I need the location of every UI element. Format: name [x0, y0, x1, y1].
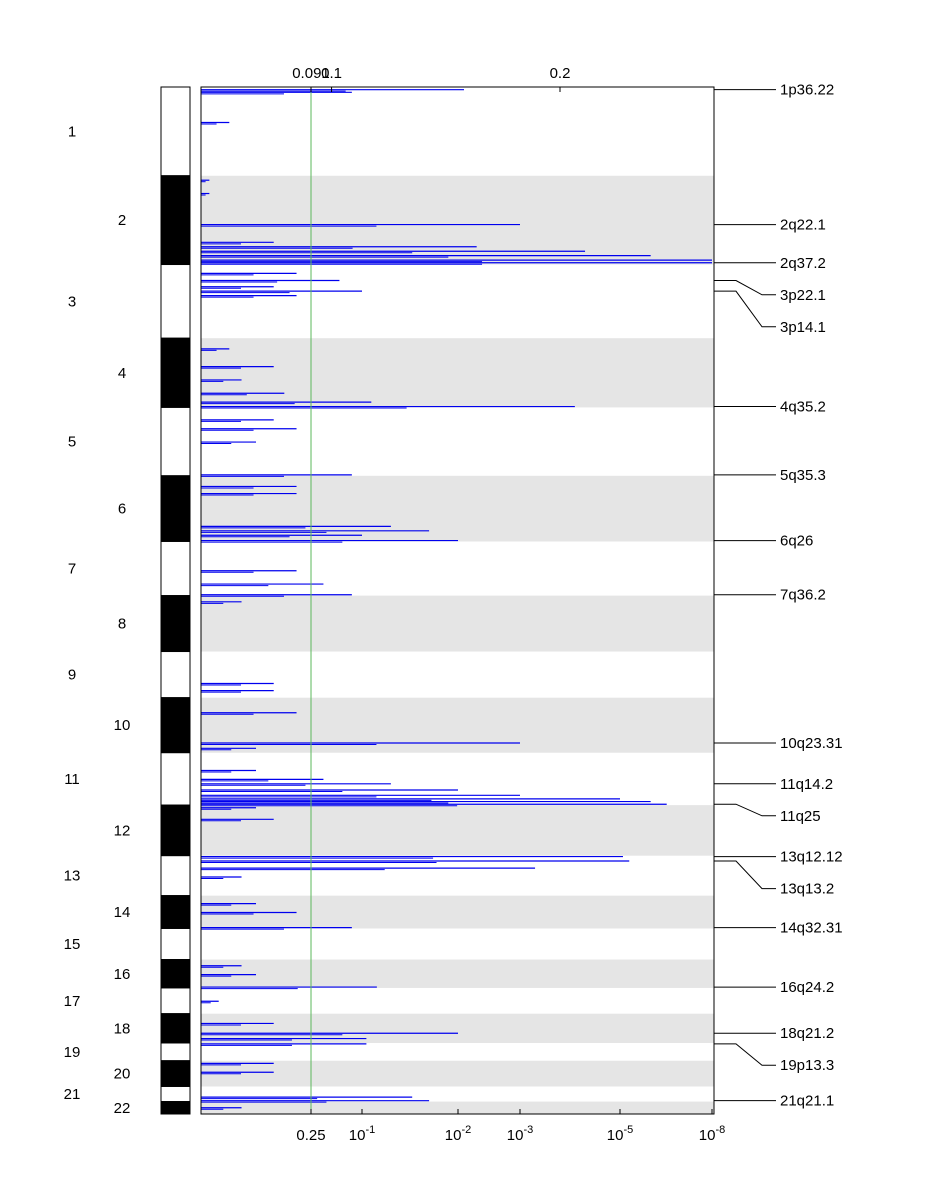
chromosome-band: [201, 1101, 714, 1114]
chromosome-label: 2: [118, 212, 126, 229]
chromosome-label: 11: [64, 771, 80, 788]
tick-exponent: -1: [365, 1124, 375, 1136]
ideogram-segment: [160, 540, 191, 597]
chromosome-label: 10: [114, 717, 131, 734]
chromosome-band: [201, 175, 714, 265]
tick-exponent: -2: [461, 1124, 471, 1136]
qvalue-profile: [201, 89, 712, 1110]
chromosome-label: 22: [114, 1100, 131, 1117]
peak-leader-line: [714, 280, 776, 296]
ideogram-segment: [160, 264, 191, 339]
chromosome-band: [201, 1060, 714, 1087]
ideogram-segment: [160, 1085, 191, 1103]
top-tick-label: 0.1: [321, 65, 342, 82]
chromosome-label: 21: [64, 1086, 81, 1103]
peak-label: 11q14.2: [780, 776, 833, 793]
peak-label: 18q21.2: [780, 1025, 834, 1042]
tick-exponent: -5: [623, 1124, 633, 1136]
tick-exponent: -8: [715, 1124, 725, 1136]
ideogram-segment: [160, 804, 191, 857]
top-tick-label: 0.091: [292, 65, 330, 82]
peak-label: 3p22.1: [780, 287, 826, 304]
chromosome-label: 3: [68, 293, 76, 310]
ideogram-segment: [160, 855, 191, 897]
peak-leader-line: [714, 860, 776, 890]
chromosome-label: 13: [64, 868, 81, 885]
peak-label: 2q22.1: [780, 217, 826, 234]
peak-label: 3p14.1: [780, 319, 826, 336]
chromosome-band: [201, 805, 714, 856]
ideogram-segment: [160, 895, 191, 929]
ideogram-segment: [160, 927, 191, 961]
ideogram-segment: [160, 697, 191, 754]
peak-label: 13q12.12: [780, 849, 843, 866]
chromosome-label: 19: [64, 1044, 81, 1061]
chromosome-label: 6: [118, 501, 126, 518]
peak-leader-line: [714, 1043, 776, 1066]
peak-label: 5q35.3: [780, 467, 826, 484]
chromosome-band: [201, 595, 714, 652]
bottom-tick-label: 10-3: [507, 1124, 533, 1144]
chromosome-bands: [201, 175, 714, 1114]
peak-label: 16q24.2: [780, 979, 834, 996]
ideogram-segment: [160, 1101, 191, 1115]
peak-label: 6q26: [780, 533, 813, 550]
chromosome-label: 8: [118, 616, 126, 633]
bottom-tick-label: 0.25: [296, 1127, 325, 1144]
chromosome-label: 1: [68, 123, 76, 140]
peak-label: 4q35.2: [780, 399, 826, 416]
ideogram-segment: [160, 959, 191, 989]
ideogram-segment: [160, 475, 191, 542]
ideogram-segment: [160, 406, 191, 477]
top-tick-label: 0.2: [550, 65, 571, 82]
ideogram-segment: [160, 1013, 191, 1044]
peak-label: 2q37.2: [780, 255, 826, 272]
chromosome-band: [201, 338, 714, 408]
chromosome-label: 9: [68, 667, 76, 684]
peak-label: 7q36.2: [780, 587, 826, 604]
ideogram-segment: [160, 175, 191, 266]
peak-leader-line: [714, 803, 776, 817]
bottom-tick-label: 10-8: [699, 1124, 725, 1144]
chromosome-label: 5: [68, 434, 76, 451]
chromosome-label: 7: [68, 561, 76, 578]
peak-label: 1p36.22: [780, 82, 834, 99]
ideogram-segment: [160, 1060, 191, 1087]
peak-label: 13q13.2: [780, 881, 834, 898]
ideogram-segment: [160, 595, 191, 653]
chromosome-label: 16: [114, 966, 131, 983]
bottom-tick-label: 10-5: [607, 1124, 633, 1144]
ideogram-segment: [160, 337, 191, 408]
ideogram-segment: [160, 1042, 191, 1062]
ideogram-segment: [160, 987, 191, 1015]
chromosome-ideogram: [160, 86, 191, 1115]
peak-leader-line: [714, 290, 776, 328]
peak-label: 10q23.31: [780, 735, 843, 752]
chromosome-label: 12: [114, 822, 131, 839]
peak-label: 19p13.3: [780, 1057, 834, 1074]
chromosome-label: 15: [64, 936, 81, 953]
chromosome-label: 18: [114, 1020, 131, 1037]
chromosome-label: 20: [114, 1066, 131, 1083]
tick-exponent: -3: [523, 1124, 533, 1136]
chromosome-band: [201, 959, 714, 988]
bottom-tick-label: 10-2: [445, 1124, 471, 1144]
ideogram-segment: [160, 752, 191, 806]
chromosome-label: 4: [118, 365, 126, 382]
ideogram-segment: [160, 651, 191, 699]
peak-labels: 1p36.22 2q22.1 2q37.2 3p22.1 3p14.1 4q35.2 5q3…: [714, 82, 843, 1110]
peak-label: 14q32.31: [780, 920, 843, 937]
bottom-tick-label: 10-1: [349, 1124, 375, 1144]
chromosome-label: 17: [64, 993, 81, 1010]
peak-label: 11q25: [780, 808, 821, 825]
chromosome-label: 14: [114, 904, 131, 921]
ideogram-segment: [160, 86, 191, 177]
chromosome-band: [201, 475, 714, 542]
peak-label: 21q21.1: [780, 1093, 834, 1110]
